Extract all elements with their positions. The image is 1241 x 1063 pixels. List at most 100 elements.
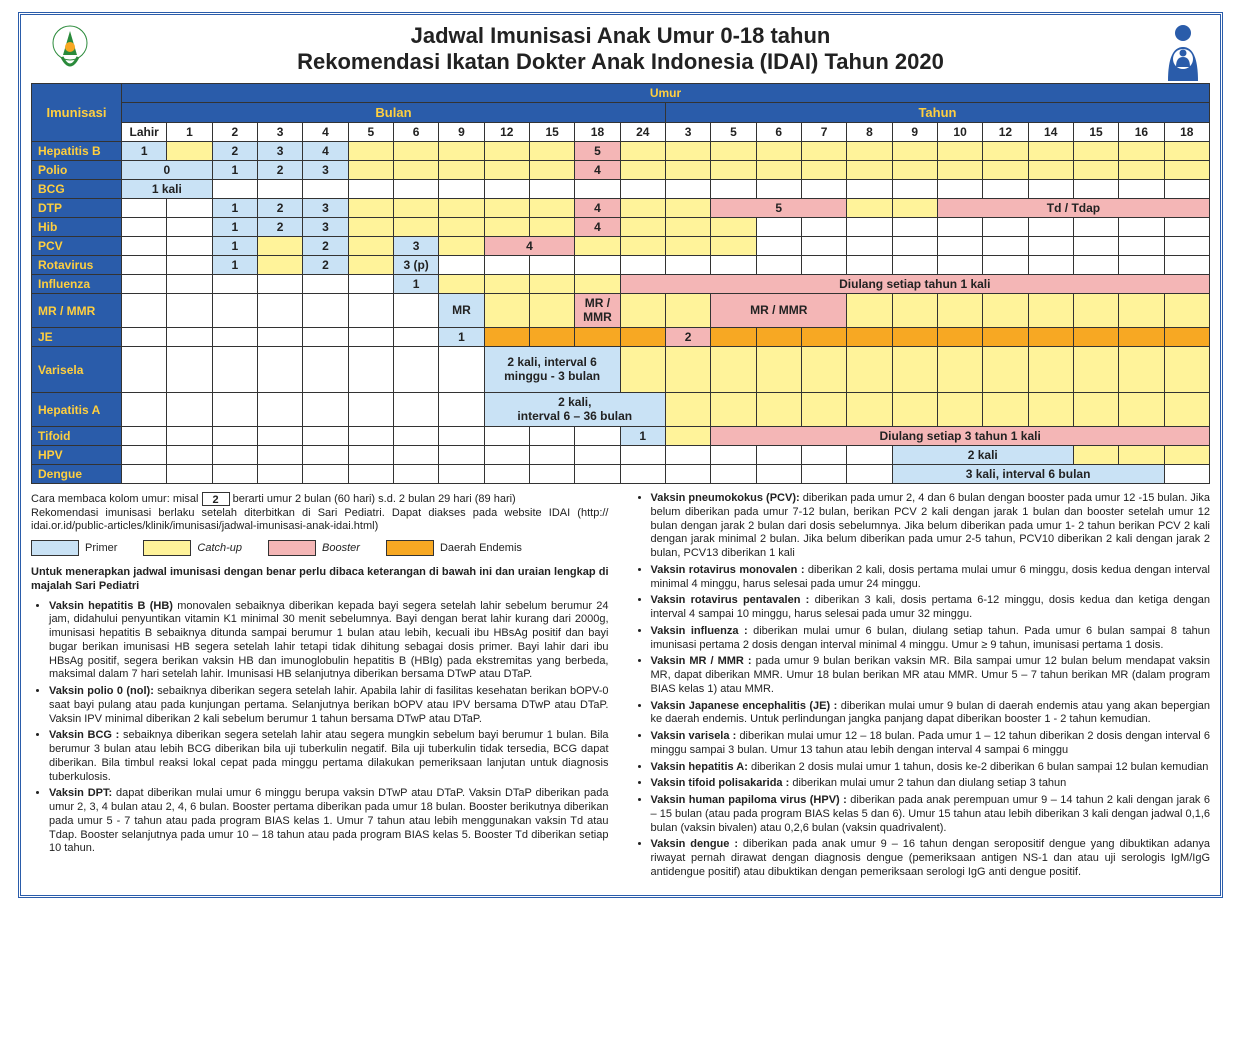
cell: 2 <box>303 256 348 275</box>
cell: MR / MMR <box>575 294 620 328</box>
row-hepb: Hepatitis B <box>32 142 122 161</box>
col: 16 <box>1119 123 1164 142</box>
cell: 2 <box>257 218 302 237</box>
cell: 4 <box>575 218 620 237</box>
col: 12 <box>484 123 529 142</box>
schedule-table: Imunisasi Umur Bulan Tahun Lahir 1 2 3 4… <box>31 83 1210 484</box>
row-je: JE <box>32 328 122 347</box>
reading-line2: Rekomendasi imunisasi berlaku setelah di… <box>31 507 609 533</box>
col: 15 <box>529 123 574 142</box>
row-rota: Rotavirus <box>32 256 122 275</box>
cell: 1 <box>212 199 257 218</box>
note-item: Vaksin MR / MMR : pada umur 9 bulan beri… <box>651 655 1211 696</box>
row-tif: Tifoid <box>32 427 122 446</box>
header: IDAI Jadwal Imunisasi Anak Umur 0-18 tah… <box>31 23 1210 75</box>
col: 6 <box>393 123 438 142</box>
row-mmr: MR / MMR <box>32 294 122 328</box>
title-line-1: Jadwal Imunisasi Anak Umur 0-18 tahun <box>297 23 944 49</box>
legend-catchup: Catch-up <box>197 542 242 554</box>
row-hpv: HPV <box>32 446 122 465</box>
col: 5 <box>711 123 756 142</box>
cell: 1 <box>620 427 665 446</box>
cell: 2 <box>257 161 302 180</box>
note-item: Vaksin hepatitis B (HB) monovalen sebaik… <box>49 600 609 683</box>
note-item: Vaksin dengue : diberikan pada anak umur… <box>651 838 1211 879</box>
cell: 1 <box>212 161 257 180</box>
col: 14 <box>1028 123 1073 142</box>
row-bcg: BCG <box>32 180 122 199</box>
cell: 2 kali, interval 6 – 36 bulan <box>484 393 665 427</box>
cell: 1 <box>212 218 257 237</box>
cell: 3 (p) <box>393 256 438 275</box>
reading-suffix: berarti umur 2 bulan (60 hari) s.d. 2 bu… <box>233 493 516 505</box>
row-polio: Polio <box>32 161 122 180</box>
cell: 4 <box>303 142 348 161</box>
idai-logo: IDAI <box>35 23 105 96</box>
reading-prefix: Cara membaca kolom umur: misal <box>31 493 202 505</box>
cell: Td / Tdap <box>937 199 1209 218</box>
cell: 5 <box>575 142 620 161</box>
cell: 2 kali, interval 6 minggu - 3 bulan <box>484 347 620 393</box>
header-umur: Umur <box>122 84 1210 103</box>
legend-endemis: Daerah Endemis <box>440 542 522 554</box>
note-item: Vaksin influenza : diberikan mulai umur … <box>651 625 1211 653</box>
row-var: Varisela <box>32 347 122 393</box>
cell: 5 <box>711 199 847 218</box>
row-dtp: DTP <box>32 199 122 218</box>
cell: 2 kali <box>892 446 1073 465</box>
note-item: Vaksin DPT: dapat diberikan mulai umur 6… <box>49 787 609 856</box>
row-flu: Influenza <box>32 275 122 294</box>
cell: 4 <box>575 199 620 218</box>
intro-bold: Untuk menerapkan jadwal imunisasi dengan… <box>31 566 609 594</box>
cell: 0 <box>122 161 213 180</box>
cell: 3 <box>257 142 302 161</box>
cell: 3 kali, interval 6 bulan <box>892 465 1164 484</box>
note-item: Vaksin tifoid polisakarida : diberikan m… <box>651 777 1211 791</box>
col: 3 <box>257 123 302 142</box>
col: 15 <box>1073 123 1118 142</box>
col: 8 <box>847 123 892 142</box>
col: 1 <box>167 123 212 142</box>
title-line-2: Rekomendasi Ikatan Dokter Anak Indonesia… <box>297 49 944 75</box>
cell: 4 <box>484 237 575 256</box>
cell: MR / MMR <box>711 294 847 328</box>
note-item: Vaksin polio 0 (nol): sebaiknya diberika… <box>49 685 609 726</box>
child-icon <box>1160 23 1206 86</box>
cell: 2 <box>257 199 302 218</box>
cell: 3 <box>393 237 438 256</box>
cell: MR <box>439 294 484 328</box>
cell: 1 <box>439 328 484 347</box>
col: 4 <box>303 123 348 142</box>
cell: 1 kali <box>122 180 213 199</box>
svg-text:IDAI: IDAI <box>63 84 77 91</box>
col: 10 <box>937 123 982 142</box>
col: 2 <box>212 123 257 142</box>
cell: Diulang setiap tahun 1 kali <box>620 275 1209 294</box>
cell: 3 <box>303 199 348 218</box>
cell: 2 <box>665 328 710 347</box>
header-bulan: Bulan <box>122 103 666 123</box>
note-item: Vaksin Japanese encephalitis (JE) : dibe… <box>651 700 1211 728</box>
row-den: Dengue <box>32 465 122 484</box>
cell: 2 <box>212 142 257 161</box>
cell: Diulang setiap 3 tahun 1 kali <box>711 427 1210 446</box>
legend-booster: Booster <box>322 542 360 554</box>
row-hepa: Hepatitis A <box>32 393 122 427</box>
cell: 3 <box>303 218 348 237</box>
left-notes: Vaksin hepatitis B (HB) monovalen sebaik… <box>31 600 609 857</box>
cell: 1 <box>212 237 257 256</box>
col: 9 <box>439 123 484 142</box>
col: 12 <box>983 123 1028 142</box>
col-lahir: Lahir <box>122 123 167 142</box>
col: 3 <box>665 123 710 142</box>
col: 6 <box>756 123 801 142</box>
cell: 2 <box>303 237 348 256</box>
reading-box: 2 <box>202 492 230 506</box>
cell: 3 <box>303 161 348 180</box>
col: 24 <box>620 123 665 142</box>
cell: 1 <box>212 256 257 275</box>
reading-note: Cara membaca kolom umur: misal 2 berarti… <box>31 492 609 534</box>
cell: 1 <box>393 275 438 294</box>
note-item: Vaksin BCG : sebaiknya diberikan segera … <box>49 729 609 784</box>
row-pcv: PCV <box>32 237 122 256</box>
